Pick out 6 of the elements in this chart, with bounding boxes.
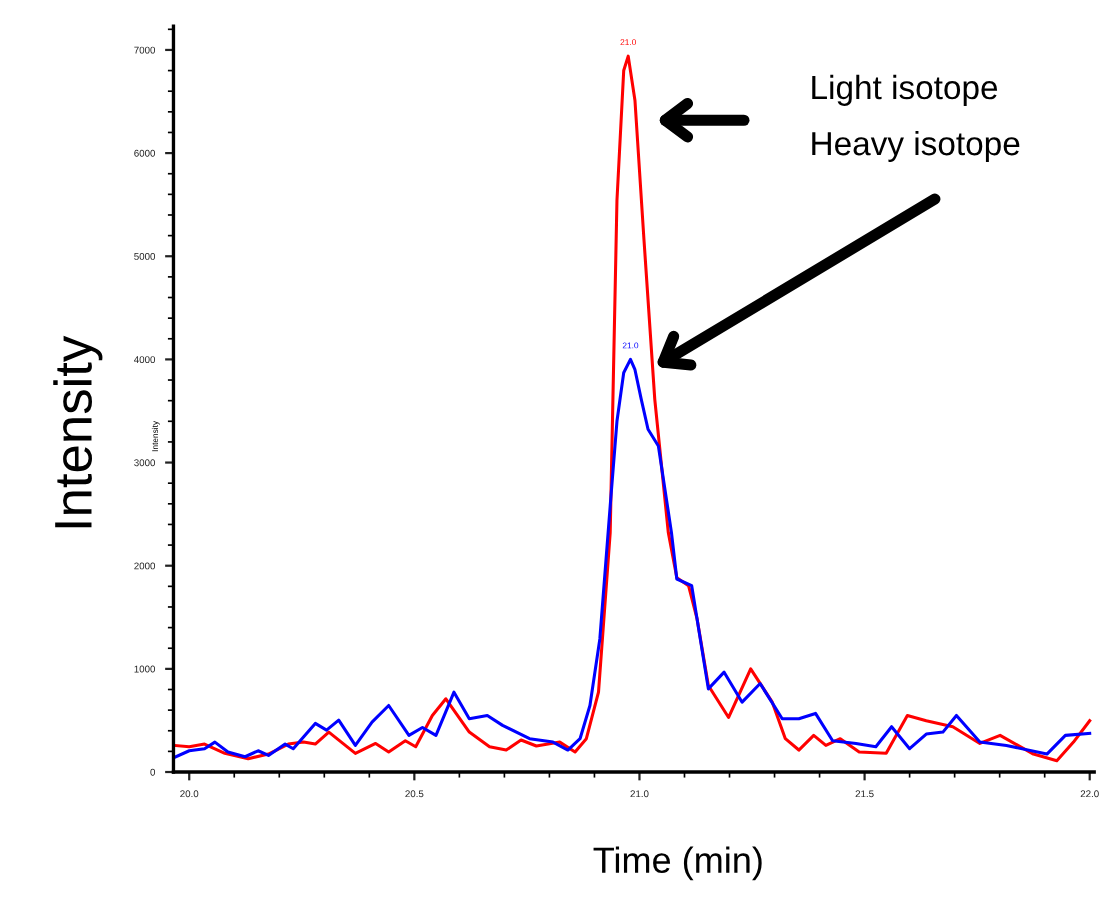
x-axis-title: Time (min) — [593, 846, 762, 881]
annotation: Heavy isotope — [812, 130, 1020, 162]
line-series — [173, 54, 1092, 763]
annotation: Light isotope — [812, 74, 998, 106]
line-series — [173, 357, 1092, 759]
y-axis-title: Intensity — [53, 335, 103, 528]
